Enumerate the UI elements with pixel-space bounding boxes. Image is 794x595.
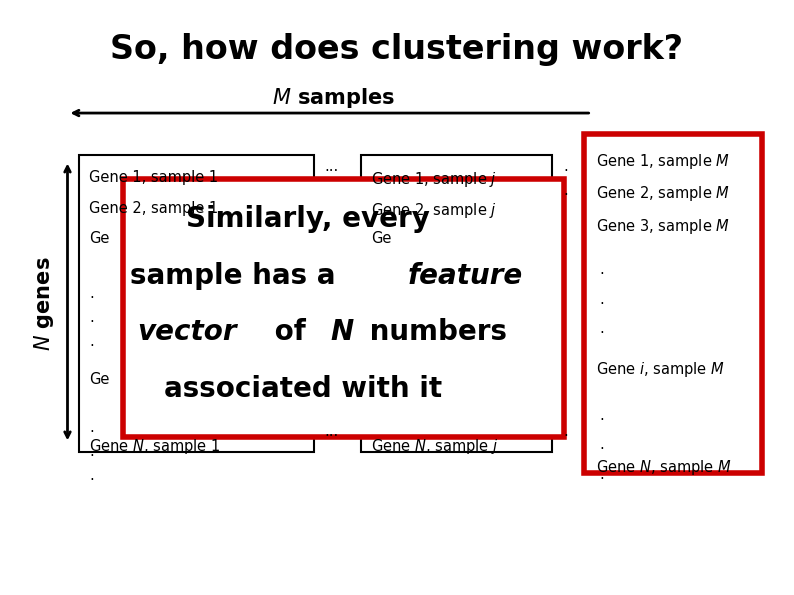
Text: Gene 1, sample $\it{j}$: Gene 1, sample $\it{j}$ [371, 170, 496, 189]
Text: .: . [599, 321, 604, 336]
Text: Ge: Ge [89, 231, 110, 246]
Text: .: . [599, 292, 604, 306]
Text: .: . [564, 159, 569, 174]
Text: .: . [89, 444, 94, 459]
Text: .: . [564, 183, 569, 198]
Text: .: . [89, 310, 94, 325]
Text: associated with it: associated with it [164, 375, 442, 403]
Text: .: . [599, 408, 604, 422]
Text: So, how does clustering work?: So, how does clustering work? [110, 33, 684, 65]
Text: numbers: numbers [360, 318, 507, 346]
Text: Gene $\it{i}$, sample $\it{M}$: Gene $\it{i}$, sample $\it{M}$ [596, 360, 724, 379]
Text: .: . [89, 334, 94, 349]
Bar [79, 155, 314, 452]
Text: of: of [265, 318, 316, 346]
Text: .: . [599, 437, 604, 452]
Text: Gene 2, sample $\it{M}$: Gene 2, sample $\it{M}$ [596, 184, 730, 203]
Text: $\it{N}$ genes: $\it{N}$ genes [32, 256, 56, 350]
Text: .: . [564, 424, 569, 439]
Text: Gene 1, sample $\it{M}$: Gene 1, sample $\it{M}$ [596, 152, 730, 171]
Text: vector: vector [137, 318, 237, 346]
Text: Gene 2, sample $\it{j}$: Gene 2, sample $\it{j}$ [371, 201, 496, 220]
Text: .: . [89, 468, 94, 483]
Text: Gene 1, sample 1: Gene 1, sample 1 [89, 170, 218, 184]
Text: .: . [599, 467, 604, 482]
Bar [584, 134, 762, 473]
Bar [123, 178, 564, 437]
Text: Gene $\it{N}$, sample 1: Gene $\it{N}$, sample 1 [89, 437, 220, 456]
Text: Gene 2, sample 1: Gene 2, sample 1 [89, 201, 218, 215]
Text: .: . [89, 420, 94, 435]
Text: .: . [89, 286, 94, 301]
Text: .: . [599, 262, 604, 277]
Bar [361, 155, 552, 452]
Text: Gene $\it{N}$, sample $\it{j}$: Gene $\it{N}$, sample $\it{j}$ [371, 437, 498, 456]
Text: N: N [330, 318, 353, 346]
Text: Gene 3, sample $\it{M}$: Gene 3, sample $\it{M}$ [596, 217, 730, 236]
Text: feature: feature [408, 262, 523, 290]
Text: Similarly, every: Similarly, every [186, 205, 430, 233]
Text: ...: ... [325, 159, 339, 174]
Text: Ge: Ge [371, 231, 391, 246]
Text: Gene $\it{N}$, sample $\it{M}$: Gene $\it{N}$, sample $\it{M}$ [596, 458, 731, 477]
Text: $\it{M}$ samples: $\it{M}$ samples [272, 86, 395, 110]
Text: Ge: Ge [89, 372, 110, 387]
Text: ...: ... [325, 424, 339, 439]
Text: sample has a: sample has a [130, 262, 345, 290]
